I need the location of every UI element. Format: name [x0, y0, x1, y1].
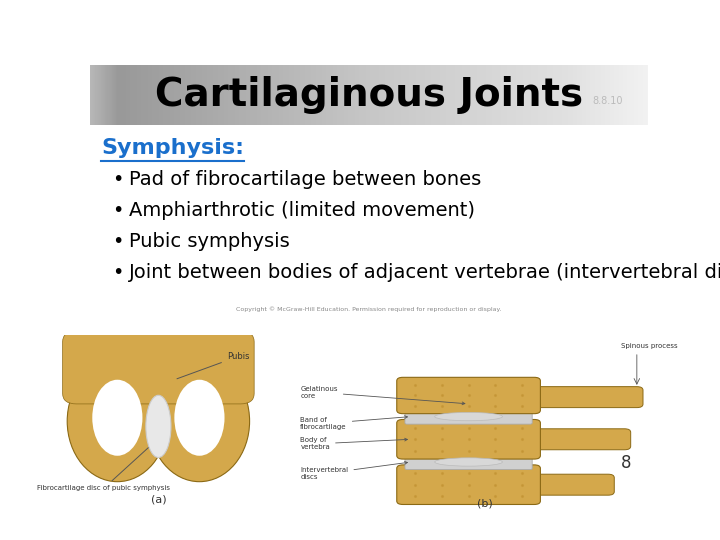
- FancyBboxPatch shape: [397, 377, 541, 414]
- Text: •: •: [112, 263, 124, 282]
- Text: Joint between bodies of adjacent vertebrae (intervertebral discs): Joint between bodies of adjacent vertebr…: [129, 263, 720, 282]
- Text: Symphysis:: Symphysis:: [101, 138, 244, 158]
- FancyBboxPatch shape: [528, 387, 643, 408]
- Text: (b): (b): [477, 499, 493, 509]
- Text: (a): (a): [150, 495, 166, 504]
- FancyBboxPatch shape: [397, 420, 541, 459]
- FancyBboxPatch shape: [397, 465, 541, 504]
- Text: Pubis: Pubis: [177, 352, 249, 379]
- FancyBboxPatch shape: [528, 474, 614, 495]
- Text: Fibrocartilage disc of pubic symphysis: Fibrocartilage disc of pubic symphysis: [37, 440, 170, 491]
- Text: Intervertebral
discs: Intervertebral discs: [300, 462, 408, 480]
- Text: •: •: [112, 170, 124, 188]
- Text: Body of
vertebra: Body of vertebra: [300, 437, 408, 450]
- Text: •: •: [112, 232, 124, 251]
- Text: Pubic symphysis: Pubic symphysis: [129, 232, 290, 251]
- Text: 8.8.10: 8.8.10: [593, 96, 623, 106]
- FancyBboxPatch shape: [405, 409, 532, 424]
- Ellipse shape: [435, 413, 503, 421]
- Text: 8: 8: [621, 454, 631, 472]
- Ellipse shape: [149, 361, 250, 482]
- FancyBboxPatch shape: [528, 429, 631, 450]
- Text: Amphiarthrotic (limited movement): Amphiarthrotic (limited movement): [129, 201, 475, 220]
- Ellipse shape: [435, 458, 503, 466]
- Text: Cartilaginous Joints: Cartilaginous Joints: [155, 76, 583, 114]
- Text: Copyright © McGraw-Hill Education. Permission required for reproduction or displ: Copyright © McGraw-Hill Education. Permi…: [236, 306, 502, 312]
- Ellipse shape: [146, 395, 171, 457]
- Text: •: •: [112, 201, 124, 220]
- Text: Gelatinous
core: Gelatinous core: [300, 386, 465, 405]
- Ellipse shape: [174, 380, 225, 456]
- Text: Spinous process: Spinous process: [621, 343, 678, 349]
- FancyBboxPatch shape: [405, 455, 532, 470]
- Ellipse shape: [67, 361, 168, 482]
- Ellipse shape: [92, 380, 143, 456]
- Text: Pad of fibrocartilage between bones: Pad of fibrocartilage between bones: [129, 170, 481, 188]
- Text: Band of
fibrocartilage: Band of fibrocartilage: [300, 416, 408, 430]
- FancyBboxPatch shape: [63, 332, 254, 404]
